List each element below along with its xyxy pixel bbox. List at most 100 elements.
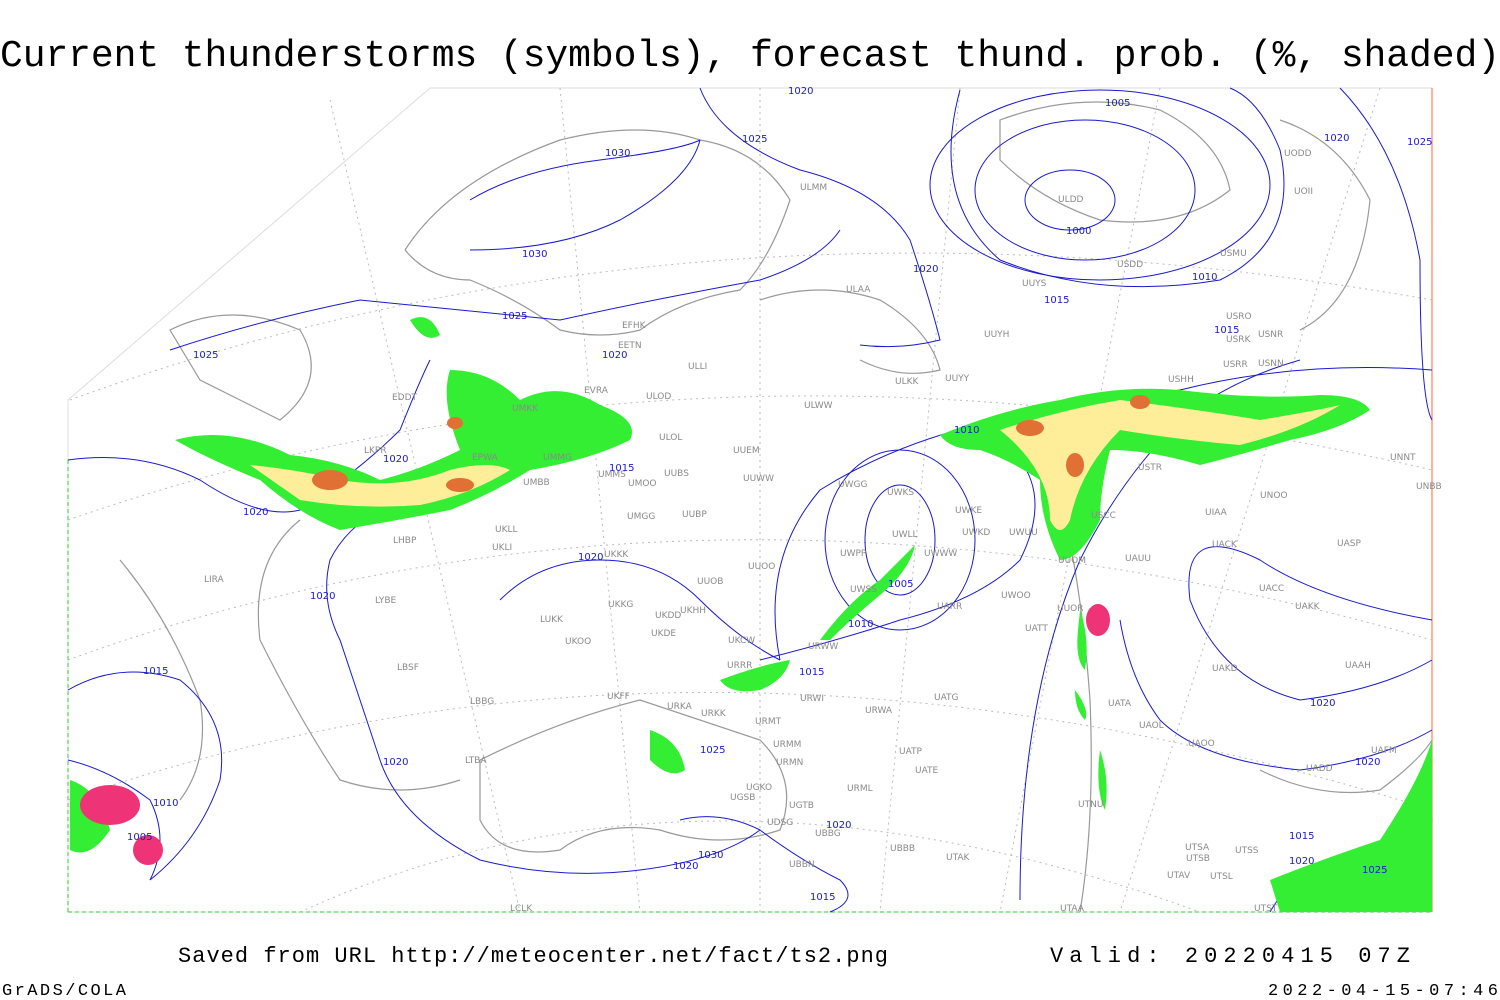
station-label: EDDT	[392, 393, 418, 403]
station-label: UTST	[1254, 904, 1278, 914]
station-label: UATG	[934, 693, 959, 703]
station-label: UBBB	[890, 844, 915, 854]
isobar-label: 1020	[1289, 856, 1314, 867]
station-label: USMU	[1220, 249, 1247, 259]
station-label: UUYS	[1022, 279, 1047, 289]
station-label: EPWA	[472, 453, 499, 463]
station-label: UUOB	[697, 577, 723, 587]
station-label: USNN	[1258, 359, 1284, 369]
isobar-label: 1000	[1066, 226, 1091, 237]
station-label: USTR	[1138, 463, 1162, 473]
station-label: UKLL	[495, 525, 518, 535]
station-label: UWPP	[840, 549, 867, 559]
station-label: ULMM	[800, 183, 827, 193]
station-label: UATP	[899, 747, 923, 757]
station-label: UASP	[1337, 539, 1361, 549]
station-label: UATE	[915, 766, 939, 776]
isobar-label: 1030	[522, 249, 547, 260]
station-label: UGSB	[730, 793, 755, 803]
station-label: UKLI	[492, 543, 512, 553]
station-label: EVRA	[584, 386, 609, 396]
isobar-label: 1025	[742, 134, 767, 145]
station-label: UATA	[1108, 699, 1132, 709]
isobar-label: 1025	[1407, 137, 1432, 148]
station-label: UWLL	[892, 530, 918, 540]
station-label: LUKK	[540, 615, 564, 625]
station-label: EFHK	[622, 321, 647, 331]
station-label: UBBG	[815, 829, 841, 839]
isobar-label: 1030	[698, 850, 723, 861]
isobar-label: 1015	[1289, 831, 1314, 842]
station-label: URMM	[773, 740, 801, 750]
station-label: USCC	[1091, 511, 1116, 521]
station-label: UWUU	[1009, 528, 1038, 538]
station-label: UTAV	[1167, 871, 1191, 881]
station-label: USRO	[1226, 312, 1252, 322]
station-label: UAAH	[1345, 661, 1371, 671]
station-label: URMN	[776, 758, 803, 768]
station-label: UUOR	[1057, 604, 1084, 614]
station-label: UATT	[1025, 624, 1048, 634]
isobar-label: 1010	[1192, 272, 1217, 283]
isobar-label: 1015	[609, 463, 634, 474]
station-label: UUWW	[743, 474, 774, 484]
station-label: ULOL	[659, 433, 682, 443]
station-label: UMKK	[512, 404, 539, 414]
station-label: EETN	[618, 341, 642, 351]
isobar-label: 1020	[1324, 133, 1349, 144]
station-label: UTSA	[1185, 843, 1210, 853]
isobar-label: 1010	[153, 798, 178, 809]
station-label: UAOL	[1139, 721, 1164, 731]
station-label: UAOO	[1188, 739, 1215, 749]
station-label: URWW	[808, 642, 838, 652]
station-label: UWKD	[962, 528, 990, 538]
isobar-labels: 1020 1025 1030 1030 1025 1025 1020 1015 1020 1020…	[127, 86, 1432, 903]
isobar-label: 1020	[1310, 698, 1335, 709]
station-label: USRR	[1223, 360, 1248, 370]
station-label: ULDD	[1058, 195, 1084, 205]
station-label: UMMS	[598, 470, 626, 480]
isobar-label: 1030	[605, 148, 630, 159]
station-label: UGKO	[746, 783, 772, 793]
station-label: LKPR	[364, 446, 387, 456]
isobar-label: 1020	[310, 591, 335, 602]
station-label: UWGG	[838, 480, 867, 490]
isobar-label: 1020	[826, 820, 851, 831]
station-label: LIRA	[204, 575, 225, 585]
station-label: UKDD	[655, 611, 681, 621]
isobar-label: 1010	[954, 425, 979, 436]
isobar-label: 1025	[193, 350, 218, 361]
isobar-label: 1015	[1044, 295, 1069, 306]
station-label: ULAA	[846, 285, 871, 295]
isobar-label: 1020	[383, 454, 408, 465]
map-title: Current thunderstorms (symbols), forecas…	[0, 35, 1500, 78]
station-label: URMT	[755, 717, 782, 727]
station-label: ULLI	[688, 362, 707, 372]
station-label: UTSB	[1186, 854, 1210, 864]
station-label: UUEM	[733, 446, 760, 456]
isobar-label: 1020	[243, 507, 268, 518]
station-label: LBBG	[470, 697, 494, 707]
station-label: UACC	[1259, 584, 1284, 594]
station-label: ULWW	[804, 401, 833, 411]
station-label: UOII	[1294, 187, 1313, 197]
station-label: UTSS	[1235, 846, 1259, 856]
station-label: UUYY	[945, 374, 970, 384]
station-label: UMMG	[543, 453, 572, 463]
station-label: UACK	[1212, 540, 1238, 550]
station-label: UGTB	[789, 801, 814, 811]
station-label: UAKD	[1212, 664, 1238, 674]
station-label: UUYH	[984, 330, 1009, 340]
station-label: UTAA	[1060, 904, 1085, 914]
isobar-label: 1020	[383, 757, 408, 768]
station-label: UKOO	[565, 637, 591, 647]
isobar-label: 1020	[602, 350, 627, 361]
station-label: UWOO	[1001, 591, 1031, 601]
isobar-label: 1020	[788, 86, 813, 97]
station-label: UWKS	[887, 488, 914, 498]
isobar-label: 1015	[799, 667, 824, 678]
station-label: UKFF	[607, 692, 630, 702]
station-label: UADD	[1306, 764, 1333, 774]
